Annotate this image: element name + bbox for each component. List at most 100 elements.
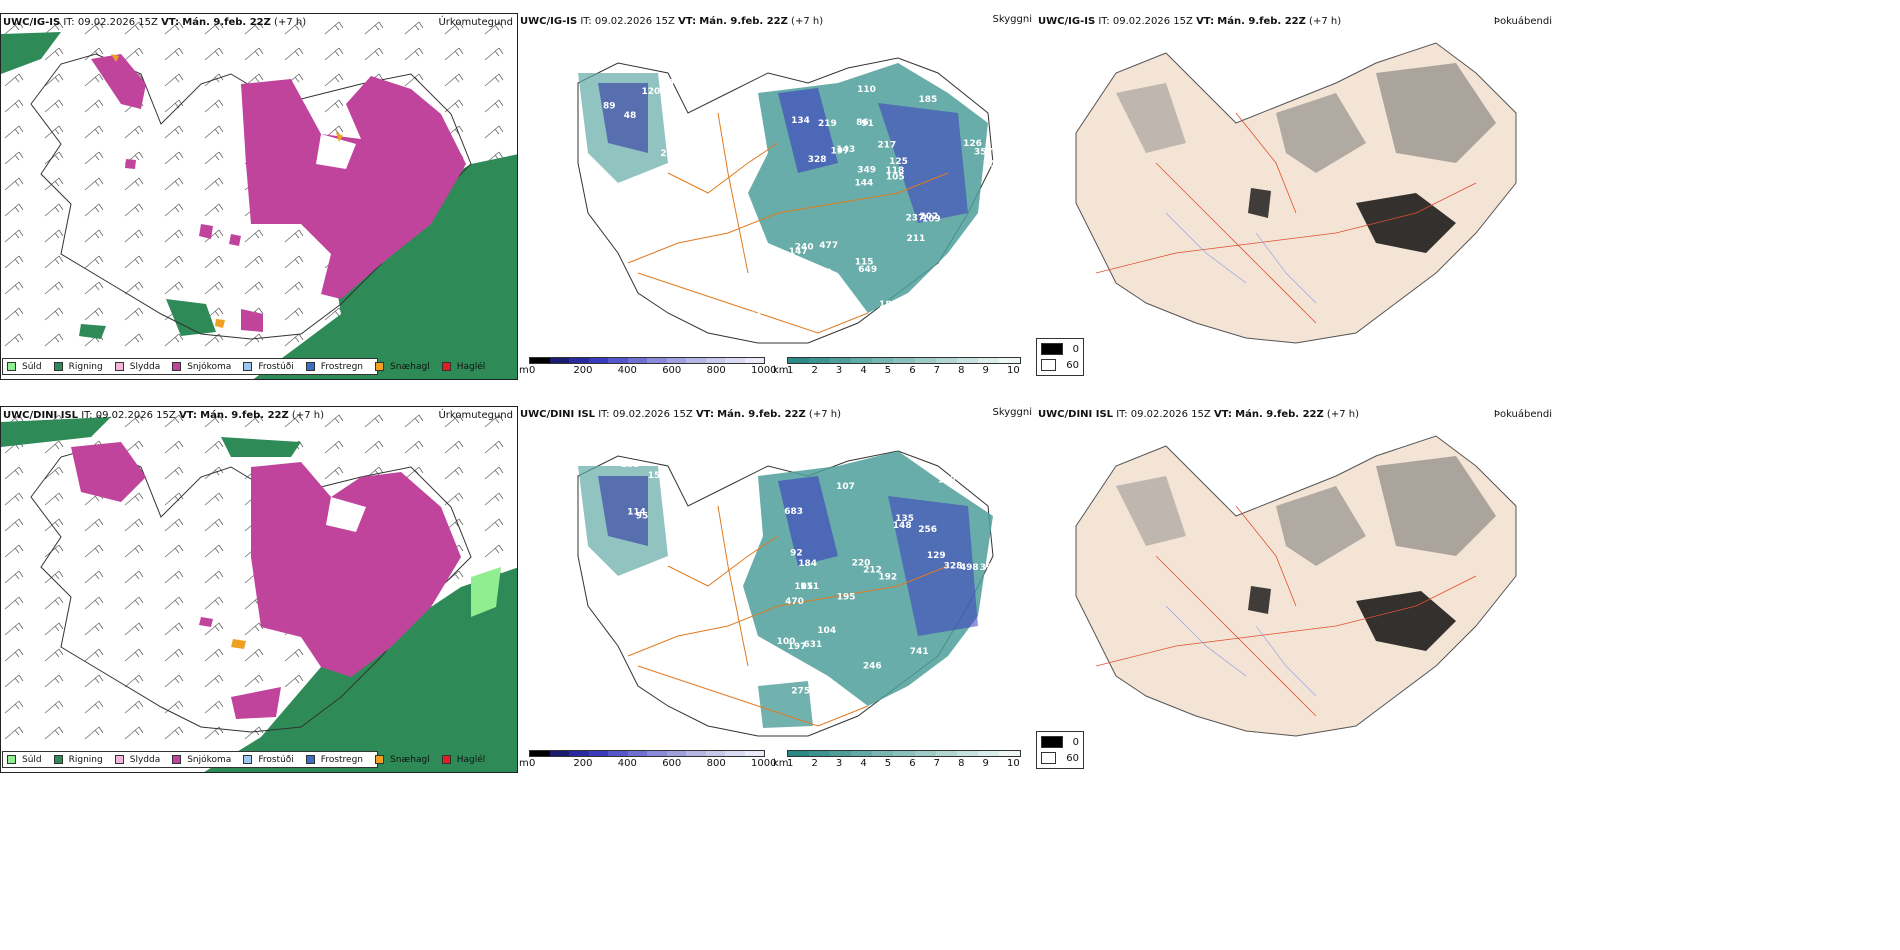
cloud-base-label: 185 — [919, 95, 938, 105]
swatch-frostudi — [243, 755, 253, 764]
cloud-base-label: 81 — [666, 497, 679, 507]
colorbar-tick-label: 0 — [529, 758, 536, 769]
cloud-base-label: 105 — [983, 159, 1002, 169]
colorbar-segment — [608, 358, 628, 363]
colorbar-tick-label: 10 — [1007, 365, 1020, 376]
colorbar-segment — [956, 751, 978, 756]
cloud-base-label: 135 — [895, 514, 914, 524]
fog-legend-row2: 0 60 — [1036, 731, 1084, 769]
roads-row2 — [627, 505, 949, 727]
swatch-rigning — [53, 755, 63, 764]
colorbar-segment — [935, 358, 957, 363]
colorbar-segment — [788, 358, 810, 363]
colorbar-tick-label: 1000 — [751, 365, 777, 376]
colorbar-segment — [666, 751, 686, 756]
cloud-base-label: 107 — [836, 482, 855, 492]
colorbar-segment — [647, 751, 667, 756]
fog-swatch-60 — [1041, 752, 1057, 764]
colorbar-tick-label: 200 — [573, 758, 593, 769]
colorbar-tick-label: 400 — [617, 365, 637, 376]
cloud-base-label: 275 — [791, 686, 810, 696]
legend-label: Súld — [22, 361, 42, 372]
swatch-slydda — [114, 362, 124, 371]
swatch-slydda — [114, 755, 124, 764]
cloud-base-label: 631 — [804, 640, 823, 650]
cloud-base-label: 91 — [861, 119, 874, 129]
cloud-base-label: 217 — [877, 141, 896, 151]
cloud-panel-row1: 201 89 80 48 120 114 86 217 240 143 25 136 91 125 109 1… — [518, 13, 1036, 380]
legend-label: Frostregn — [320, 754, 364, 765]
fog-rivers-row2 — [1165, 605, 1317, 697]
map-title: UWC/IG-IS IT: 09.02.2026 15Z VT: Mán. 9.… — [1038, 16, 1342, 27]
cloud-map-row1: 201 89 80 48 120 114 86 217 240 143 25 136 91 125 109 1… — [577, 57, 1002, 344]
precip-map-row2 — [1, 407, 517, 772]
cloud-base-label: 256 — [918, 525, 937, 535]
cloud-base-label: 89 — [603, 102, 616, 112]
legend-label: Snjókoma — [187, 361, 232, 372]
cloud-base-label: 184 — [879, 300, 898, 310]
cloud-base-label: 683 — [784, 507, 803, 517]
cloud-base-label: 477 — [819, 241, 838, 251]
cloud-base-label: 392 — [980, 563, 999, 573]
colorbar-tick-label: 6 — [909, 365, 916, 376]
legend-label: Haglél — [456, 754, 486, 765]
cloud-base-label: 202 — [920, 212, 939, 222]
fog-legend-value: 60 — [1066, 752, 1079, 764]
cloud-base-label: 197 — [788, 642, 807, 652]
cloud-base-label: 80 — [661, 79, 674, 89]
colorbar-segment — [530, 358, 550, 363]
colorbar-segment — [569, 358, 589, 363]
colorbar-segment — [830, 358, 852, 363]
colorbar-tick-label: 5 — [884, 758, 892, 769]
cloud-base-label: 195 — [837, 593, 856, 603]
cloud-base-label: 104 — [817, 626, 836, 636]
parameter-label: Skyggni — [992, 14, 1032, 25]
colorbar-unit: m — [519, 758, 529, 769]
colorbar-segment — [744, 358, 764, 363]
visibility-colorbar-row1: km 1 2 3 4 5 6 7 8 9 10 — [773, 357, 1035, 379]
colorbar-segment — [588, 358, 608, 363]
cloud-base-label: 185 — [621, 460, 640, 470]
swatch-frostregn — [305, 362, 315, 371]
fog-swatch-0 — [1041, 736, 1063, 748]
cloud-base-label: 220 — [852, 558, 871, 568]
legend-label: Rigning — [68, 754, 103, 765]
cloud-base-label: 263 — [819, 285, 838, 295]
fog-legend-value: 0 — [1072, 343, 1079, 355]
colorbar-tick-label: 400 — [617, 758, 637, 769]
colorbar-segment — [977, 751, 999, 756]
height-colorbar-row2: m 0 200 400 600 800 1000 — [519, 750, 776, 772]
fog-swatch-0 — [1041, 343, 1063, 355]
precip-panel-row1: UWC/IG-IS IT: 09.02.2026 15Z VT: Mán. 9.… — [0, 13, 518, 380]
cloud-base-label: 118 — [886, 166, 905, 176]
legend-label: Snjókoma — [187, 754, 232, 765]
colorbar-segment — [893, 751, 915, 756]
cloud-base-label: 136 — [813, 268, 832, 278]
cloud-base-label: 237 — [906, 213, 925, 223]
legend-label: Súld — [22, 754, 42, 765]
cloud-base-label: 327 — [945, 663, 964, 673]
cloud-base-label: 114 — [798, 291, 817, 301]
cloud-base-label: 95 — [636, 512, 649, 522]
swatch-snjokoma — [172, 755, 182, 764]
colorbar-segment — [725, 358, 745, 363]
fog-roads-row1 — [1095, 112, 1477, 324]
colorbar-segment — [977, 358, 999, 363]
cloud-base-label: 105 — [794, 582, 813, 592]
colorbar-tick-label: 600 — [662, 365, 682, 376]
colorbar-tick-label: 5 — [884, 365, 892, 376]
cloud-base-label: 197 — [831, 147, 850, 157]
cloud-base-label: 148 — [893, 521, 912, 531]
fog-roads-row2 — [1095, 505, 1477, 717]
precip-legend: Súld Rigning Slydda Snjókoma Frostúði Fr… — [2, 358, 485, 375]
cloud-base-label: 110 — [857, 85, 876, 95]
map-title: UWC/DINI ISL IT: 09.02.2026 15Z VT: Mán.… — [520, 409, 841, 420]
fog-legend-row1: 0 60 — [1036, 338, 1084, 376]
colorbar-segment — [830, 751, 852, 756]
map-title: UWC/DINI ISL IT: 09.02.2026 15Z VT: Mán.… — [1038, 409, 1359, 420]
colorbar-tick-label: 9 — [982, 365, 989, 376]
colorbar-segment — [809, 751, 831, 756]
swatch-snjokoma — [172, 362, 182, 371]
cloud-base-label: 126 — [963, 139, 982, 149]
